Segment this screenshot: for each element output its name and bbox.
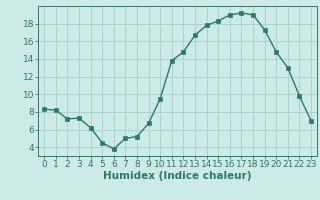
X-axis label: Humidex (Indice chaleur): Humidex (Indice chaleur) <box>103 171 252 181</box>
